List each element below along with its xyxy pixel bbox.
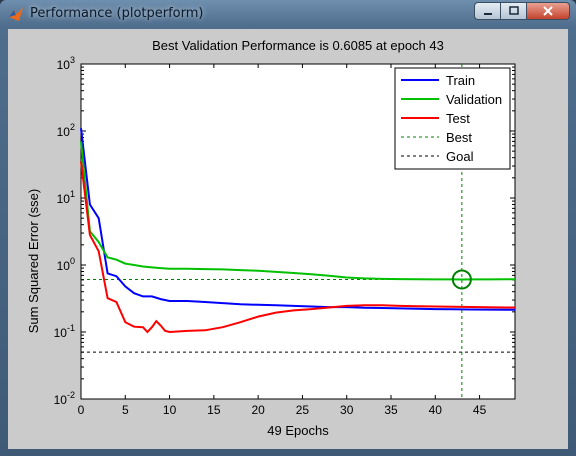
legend-label-test: Test xyxy=(446,111,470,126)
x-tick-label: 20 xyxy=(251,403,265,417)
x-tick-label: 25 xyxy=(296,403,310,417)
maximize-icon xyxy=(508,6,519,15)
series-validation-line xyxy=(80,141,516,281)
window-title: Performance (plotperform) xyxy=(30,6,204,21)
x-tick-label: 5 xyxy=(122,403,129,417)
x-tick-label: 40 xyxy=(429,403,443,417)
close-button[interactable] xyxy=(526,2,570,20)
y-tick-label: 103 xyxy=(57,55,75,72)
performance-chart: Best Validation Performance is 0.6085 at… xyxy=(26,38,516,438)
y-axis-label: Sum Squared Error (sse) xyxy=(26,189,41,334)
legend-label-goal: Goal xyxy=(446,149,474,164)
y-tick-label: 10-2 xyxy=(54,390,75,407)
minimize-icon xyxy=(483,13,492,15)
x-tick-label: 45 xyxy=(473,403,487,417)
title-bar[interactable]: Performance (plotperform) xyxy=(0,0,576,28)
x-tick-label: 10 xyxy=(163,403,177,417)
maximize-button[interactable] xyxy=(500,2,526,20)
x-tick-label: 0 xyxy=(78,403,85,417)
x-tick-label: 30 xyxy=(340,403,354,417)
y-tick-label: 101 xyxy=(57,189,75,206)
legend: Train Validation Test Best Goal xyxy=(394,67,511,170)
y-tick-label: 10-1 xyxy=(54,323,75,340)
best-marker-circle xyxy=(451,269,472,290)
chart-title: Best Validation Performance is 0.6085 at… xyxy=(152,38,444,53)
close-icon xyxy=(543,6,553,16)
x-tick-label: 35 xyxy=(384,403,398,417)
legend-label-train: Train xyxy=(446,73,475,88)
series-test-line xyxy=(80,161,515,334)
series-train-line xyxy=(80,128,515,311)
x-tick-label: 15 xyxy=(207,403,221,417)
minimize-button[interactable] xyxy=(474,2,500,20)
legend-label-validation: Validation xyxy=(446,92,502,107)
x-axis-label: 49 Epochs xyxy=(267,423,329,438)
y-tick-label: 102 xyxy=(57,122,75,139)
matlab-icon xyxy=(9,7,23,21)
legend-label-best: Best xyxy=(446,130,472,145)
y-tick-label: 100 xyxy=(57,256,75,273)
figure-client-area: Best Validation Performance is 0.6085 at… xyxy=(8,29,568,449)
